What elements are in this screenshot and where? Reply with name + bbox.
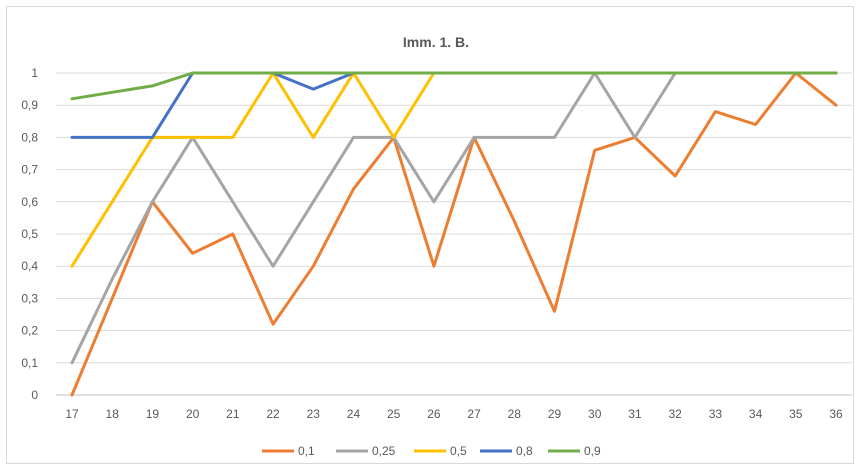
legend-label: 0,1 <box>298 444 315 458</box>
y-tick-label: 0,9 <box>21 98 38 112</box>
legend-label: 0,25 <box>372 444 396 458</box>
y-tick-label: 0,7 <box>21 163 38 177</box>
x-tick-label: 25 <box>387 407 401 421</box>
chart-title: Imm. 1. B. <box>403 34 469 50</box>
legend-label: 0,9 <box>584 444 601 458</box>
y-tick-label: 0,6 <box>21 195 38 209</box>
x-tick-label: 34 <box>749 407 763 421</box>
y-tick-label: 0,2 <box>21 324 38 338</box>
y-tick-label: 0,5 <box>21 227 38 241</box>
x-axis: 17 18 19 20 21 22 23 24 25 26 27 28 29 30 31 32 33 34 35 36 <box>65 407 843 421</box>
y-tick-label: 1 <box>31 66 38 80</box>
series-line-0 <box>70 71 838 397</box>
y-tick-label: 0 <box>31 388 38 402</box>
x-tick-label: 35 <box>789 407 803 421</box>
x-tick-label: 29 <box>548 407 562 421</box>
x-tick-label: 26 <box>427 407 441 421</box>
plot-area <box>70 71 838 397</box>
x-tick-label: 31 <box>628 407 642 421</box>
x-tick-label: 28 <box>508 407 522 421</box>
y-tick-label: 0,1 <box>21 356 38 370</box>
x-tick-label: 18 <box>106 407 120 421</box>
x-tick-label: 36 <box>829 407 843 421</box>
y-tick-label: 0,3 <box>21 291 38 305</box>
y-tick-label: 0,8 <box>21 130 38 144</box>
gridlines <box>56 72 852 396</box>
series-line-4 <box>70 71 838 101</box>
x-tick-label: 32 <box>668 407 682 421</box>
y-tick-label: 0,4 <box>21 259 38 273</box>
legend: 0,1 0,25 0,5 0,8 0,9 <box>262 444 601 458</box>
chart-area <box>6 6 854 464</box>
x-tick-label: 20 <box>186 407 200 421</box>
x-tick-label: 33 <box>709 407 723 421</box>
series-line-1 <box>70 71 838 365</box>
y-axis: 0 0,1 0,2 0,3 0,4 0,5 0,6 0,7 0,8 0,9 1 <box>21 66 38 402</box>
x-tick-label: 21 <box>226 407 240 421</box>
x-tick-label: 27 <box>467 407 481 421</box>
x-tick-label: 23 <box>307 407 321 421</box>
x-tick-label: 19 <box>146 407 160 421</box>
x-tick-label: 24 <box>347 407 361 421</box>
x-tick-label: 30 <box>588 407 602 421</box>
legend-label: 0,5 <box>450 444 467 458</box>
x-tick-label: 22 <box>266 407 280 421</box>
legend-label: 0,8 <box>516 444 533 458</box>
x-tick-label: 17 <box>65 407 79 421</box>
